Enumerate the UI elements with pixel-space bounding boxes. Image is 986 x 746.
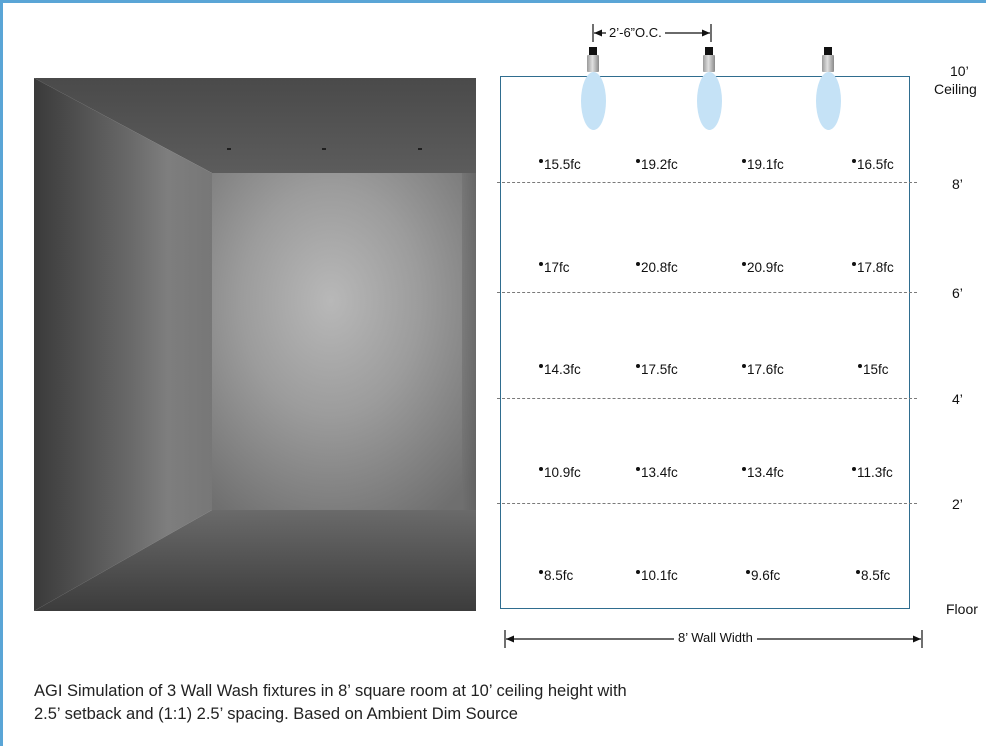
fc-point: 17.5fc: [636, 362, 678, 378]
fixture-cap: [705, 47, 713, 55]
fc-point: 14.3fc: [539, 362, 581, 378]
fc-point: 19.1fc: [742, 157, 784, 173]
height-line-8ft: [497, 182, 917, 183]
fc-point: 10.1fc: [636, 568, 678, 584]
caption-line-1: AGI Simulation of 3 Wall Wash fixtures i…: [34, 682, 627, 700]
wall-wash-fixture-3: [814, 47, 844, 135]
fc-point: 9.6fc: [746, 568, 780, 584]
height-label-6ft: 6’: [952, 285, 963, 301]
fc-point: 17.8fc: [852, 260, 894, 276]
beam-spread: [581, 72, 606, 130]
fc-point: 13.4fc: [636, 465, 678, 481]
wall-width-label: 8’ Wall Width: [674, 630, 757, 645]
fc-point: 13.4fc: [742, 465, 784, 481]
ceiling-height-label: 10’: [950, 63, 969, 79]
height-line-4ft: [497, 398, 917, 399]
spacing-label: 2’-6”O.C.: [606, 25, 665, 40]
fc-point: 11.3fc: [852, 465, 893, 481]
fixture-body: [587, 55, 599, 72]
height-label-8ft: 8’: [952, 176, 963, 192]
fc-point: 8.5fc: [856, 568, 890, 584]
fc-point: 17.6fc: [742, 362, 784, 378]
fc-point: 19.2fc: [636, 157, 678, 173]
beam-spread: [816, 72, 841, 130]
simulation-render: [34, 78, 476, 611]
ceiling-label: Ceiling: [934, 81, 977, 97]
wall-wash-fixture-2: [695, 47, 725, 135]
fc-point: 8.5fc: [539, 568, 573, 584]
fc-point: 20.9fc: [742, 260, 784, 276]
fc-point: 10.9fc: [539, 465, 581, 481]
fc-point: 15fc: [858, 362, 889, 378]
wall-wash-fixture-1: [579, 47, 609, 135]
height-line-6ft: [497, 292, 917, 293]
fc-point: 17fc: [539, 260, 570, 276]
wall-elevation: [500, 76, 910, 609]
fc-point: 16.5fc: [852, 157, 894, 173]
caption-line-2: 2.5’ setback and (1:1) 2.5’ spacing. Bas…: [34, 705, 518, 723]
fixture-cap: [589, 47, 597, 55]
fixture-body: [822, 55, 834, 72]
height-label-2ft: 2’: [952, 496, 963, 512]
beam-spread: [697, 72, 722, 130]
fixture-cap: [824, 47, 832, 55]
fc-point: 20.8fc: [636, 260, 678, 276]
fc-point: 15.5fc: [539, 157, 581, 173]
figure-caption: AGI Simulation of 3 Wall Wash fixtures i…: [34, 680, 794, 726]
height-label-4ft: 4’: [952, 391, 963, 407]
height-line-2ft: [497, 503, 917, 504]
fixture-body: [703, 55, 715, 72]
floor-label: Floor: [946, 601, 978, 617]
